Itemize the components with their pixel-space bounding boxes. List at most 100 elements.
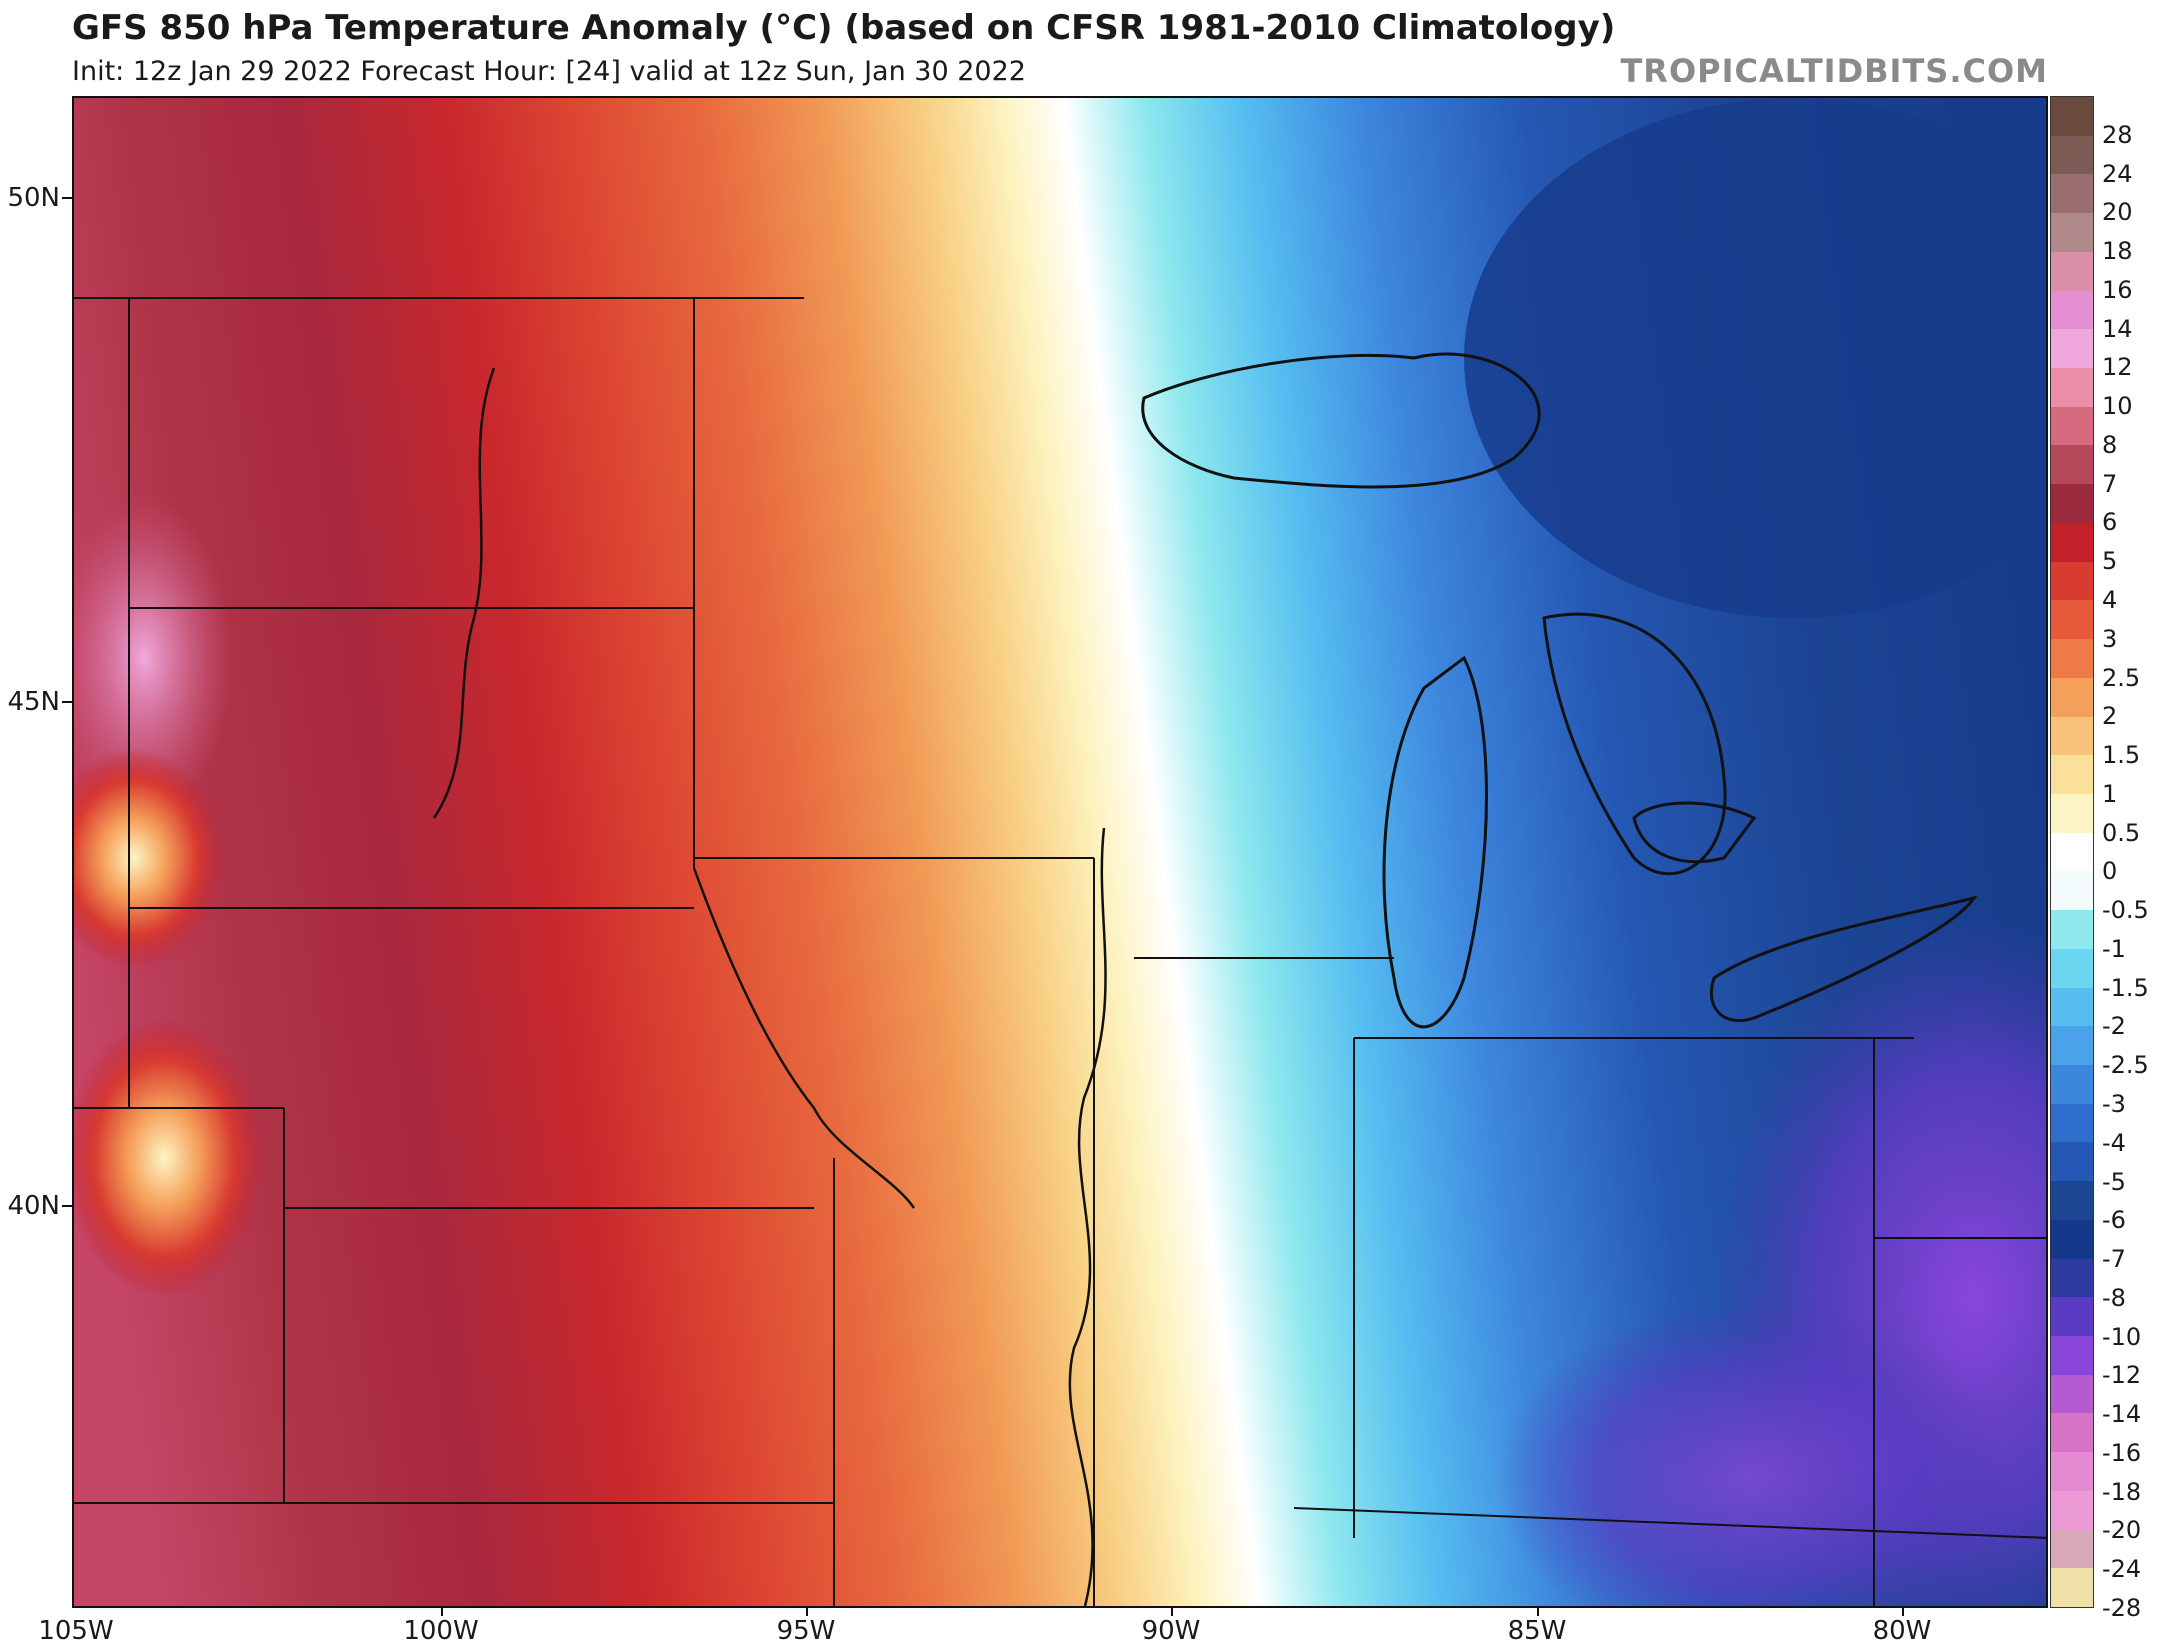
colorbar-segment bbox=[2051, 832, 2093, 872]
colorbar-segment bbox=[2051, 1297, 2093, 1336]
colorbar-segment bbox=[2051, 871, 2093, 911]
lon-tick bbox=[806, 1608, 808, 1616]
warm-spot-rockies-south bbox=[74, 1018, 264, 1298]
colorbar-segment bbox=[2051, 1142, 2093, 1182]
colorbar-segment bbox=[2051, 1490, 2093, 1530]
colorbar-label: -20 bbox=[2102, 1516, 2142, 1545]
colorbar-label: 24 bbox=[2102, 159, 2133, 188]
lon-tick bbox=[1902, 1608, 1904, 1616]
colorbar-label: -16 bbox=[2102, 1438, 2142, 1467]
colorbar-segment bbox=[2051, 97, 2093, 136]
colorbar-label: -0.5 bbox=[2102, 896, 2149, 925]
colorbar-segment bbox=[2051, 1336, 2093, 1375]
colorbar-segment bbox=[2051, 716, 2093, 756]
rivers bbox=[432, 367, 1107, 1606]
colorbar-label: 8 bbox=[2102, 430, 2118, 459]
warm-spot-rockies-north bbox=[74, 748, 224, 968]
colorbar-segment bbox=[2051, 948, 2093, 988]
colorbar-label: -8 bbox=[2102, 1283, 2126, 1312]
colorbar-label: 2 bbox=[2102, 702, 2118, 731]
colorbar-segment bbox=[2051, 174, 2093, 214]
colorbar-segment bbox=[2051, 1064, 2093, 1104]
state-borders bbox=[74, 297, 2046, 1606]
colorbar-segment bbox=[2051, 135, 2093, 175]
colorbar-segment bbox=[2051, 445, 2093, 485]
colorbar-label: -7 bbox=[2102, 1245, 2126, 1274]
colorbar-segment bbox=[2051, 368, 2093, 407]
colorbar-segment bbox=[2051, 1026, 2093, 1065]
lat-tick bbox=[62, 197, 72, 199]
colorbar-label: 28 bbox=[2102, 120, 2133, 149]
colorbar-label: -6 bbox=[2102, 1206, 2126, 1235]
colorbar-label: 0 bbox=[2102, 857, 2118, 886]
lon-label-95w: 95W bbox=[776, 1616, 836, 1646]
lon-label-80w: 80W bbox=[1872, 1616, 1932, 1646]
lat-tick bbox=[62, 1205, 72, 1207]
colorbar-segment bbox=[2051, 755, 2093, 794]
lon-tick bbox=[441, 1608, 443, 1616]
colorbar-label: 7 bbox=[2102, 469, 2118, 498]
colorbar-label: -18 bbox=[2102, 1477, 2142, 1506]
watermark: TROPICALTIDBITS.COM bbox=[1620, 52, 2048, 90]
colorbar-label: -1.5 bbox=[2102, 973, 2149, 1002]
colorbar-segment bbox=[2051, 677, 2093, 717]
colorbar-label: -28 bbox=[2102, 1594, 2142, 1622]
colorbar-segment bbox=[2051, 290, 2093, 330]
colorbar-label: 5 bbox=[2102, 547, 2118, 576]
lon-tick bbox=[1537, 1608, 1539, 1616]
colorbar-segment bbox=[2051, 1568, 2093, 1608]
colorbar-label: 1 bbox=[2102, 779, 2118, 808]
colorbar-segment bbox=[2051, 600, 2093, 640]
colorbar-label: 20 bbox=[2102, 198, 2133, 227]
colorbar-segment bbox=[2051, 1413, 2093, 1453]
lat-label-50n: 50N bbox=[7, 183, 60, 213]
colorbar-label: -12 bbox=[2102, 1361, 2142, 1390]
colorbar-segment bbox=[2051, 406, 2093, 446]
colorbar-segment bbox=[2051, 910, 2093, 949]
lat-tick bbox=[62, 701, 72, 703]
colorbar-segment bbox=[2051, 561, 2093, 601]
lon-label-105w: 105W bbox=[38, 1616, 114, 1646]
great-lakes bbox=[1141, 352, 1978, 1029]
colorbar-segment bbox=[2051, 251, 2093, 291]
colorbar-segment bbox=[2051, 1452, 2093, 1491]
map-title: GFS 850 hPa Temperature Anomaly (°C) (ba… bbox=[72, 8, 1616, 48]
lat-label-45n: 45N bbox=[7, 687, 60, 717]
colorbar-label: 1.5 bbox=[2102, 741, 2141, 770]
colorbar-segment bbox=[2051, 1374, 2093, 1414]
colorbar-label: 14 bbox=[2102, 314, 2133, 343]
colorbar-label: 16 bbox=[2102, 275, 2133, 304]
colorbar-label: -2.5 bbox=[2102, 1051, 2149, 1080]
colorbar-segment bbox=[2051, 329, 2093, 369]
colorbar-segment bbox=[2051, 639, 2093, 678]
colorbar-segment bbox=[2051, 987, 2093, 1027]
warm-spot-wyoming bbox=[74, 498, 234, 818]
colorbar-label: -5 bbox=[2102, 1167, 2126, 1196]
lon-label-100w: 100W bbox=[403, 1616, 479, 1646]
colorbar-segment bbox=[2051, 793, 2093, 833]
colorbar-label: 0.5 bbox=[2102, 818, 2141, 847]
lon-tick bbox=[1171, 1608, 1173, 1616]
colorbar-label: -14 bbox=[2102, 1400, 2142, 1429]
colorbar-label: -4 bbox=[2102, 1128, 2126, 1157]
colorbar-segment bbox=[2051, 1219, 2093, 1259]
colorbar-segment bbox=[2051, 1258, 2093, 1298]
lat-label-40n: 40N bbox=[7, 1191, 60, 1221]
colorbar-segment bbox=[2051, 1181, 2093, 1220]
colorbar-segment bbox=[2051, 484, 2093, 523]
colorbar-label: -3 bbox=[2102, 1090, 2126, 1118]
anomaly-map bbox=[72, 96, 2048, 1608]
map-subtitle: Init: 12z Jan 29 2022 Forecast Hour: [24… bbox=[72, 56, 1026, 87]
colorbar-label: -10 bbox=[2102, 1322, 2142, 1351]
colorbar-label: 4 bbox=[2102, 586, 2118, 614]
colorbar-label: 3 bbox=[2102, 624, 2118, 653]
colorbar-label: 10 bbox=[2102, 392, 2133, 421]
lon-label-90w: 90W bbox=[1141, 1616, 1201, 1646]
cold-core-appalachian bbox=[1494, 1298, 2014, 1606]
colorbar-label: 2.5 bbox=[2102, 663, 2141, 692]
colorbar-segment bbox=[2051, 522, 2093, 562]
colorbar-segment bbox=[2051, 213, 2093, 252]
colorbar bbox=[2050, 96, 2094, 1608]
colorbar-label: -2 bbox=[2102, 1012, 2126, 1041]
colorbar-segment bbox=[2051, 1103, 2093, 1143]
